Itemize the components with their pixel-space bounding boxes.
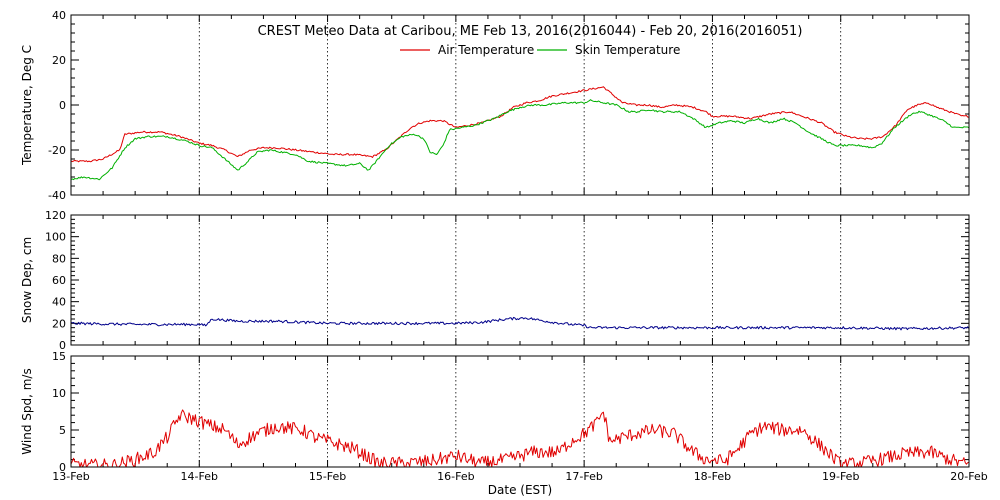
x-tick-label: 14-Feb <box>181 470 218 483</box>
y-axis-label-snow: Snow Dep, cm <box>20 237 34 323</box>
x-tick-label: 17-Feb <box>565 470 602 483</box>
y-tick-label: 60 <box>52 274 66 287</box>
legend-label-1: Skin Temperature <box>575 43 680 57</box>
x-tick-label: 13-Feb <box>52 470 89 483</box>
plot-frame-wind <box>70 355 970 468</box>
y-tick-label: -40 <box>48 189 66 202</box>
legend-label-0: Air Temperature <box>438 43 534 57</box>
x-axis-label: Date (EST) <box>488 483 552 497</box>
panel-temperature: -40 -20 0 20 40 Temperature, Deg C Air Tempera… <box>20 9 970 202</box>
x-tick-label: 18-Feb <box>694 470 731 483</box>
panels: -40 -20 0 20 40 Temperature, Deg C Air Tempera… <box>20 9 988 483</box>
y-axis-label-wind: Wind Spd, m/s <box>20 368 34 454</box>
plot-frame-snow <box>70 214 970 346</box>
y-tick-label: 0 <box>59 461 66 474</box>
y-tick-label: 100 <box>45 231 66 244</box>
y-tick-label: 40 <box>52 296 66 309</box>
y-tick-label: 0 <box>59 99 66 112</box>
series-line-wind-0 <box>71 409 969 467</box>
y-tick-label: 15 <box>52 350 66 363</box>
chart-title: CREST Meteo Data at Caribou, ME Feb 13, … <box>258 24 803 39</box>
x-tick-label: 19-Feb <box>822 470 859 483</box>
y-tick-label: 5 <box>59 424 66 437</box>
series-line-snow-0 <box>71 316 969 331</box>
series-line-temperature-0 <box>71 86 969 163</box>
x-tick-label: 16-Feb <box>437 470 474 483</box>
y-tick-label: 40 <box>52 9 66 22</box>
panel-wind: 0 5 10 15 Wind Spd, m/s 13-Feb 14-Feb 15-Feb 16-… <box>20 350 988 483</box>
y-tick-label: 0 <box>59 339 66 352</box>
x-tick-label: 15-Feb <box>309 470 346 483</box>
series-line-temperature-1 <box>71 99 969 181</box>
x-tick-label: 20-Feb <box>950 470 987 483</box>
plot-frame-temperature <box>70 14 970 196</box>
panel-snow: 0 20 40 60 80 100 120 Snow Dep, cm <box>20 209 970 352</box>
y-tick-label: 120 <box>45 209 66 222</box>
y-tick-label: 20 <box>52 54 66 67</box>
y-tick-label: 20 <box>52 317 66 330</box>
legend: Air Temperature Skin Temperature <box>400 43 680 57</box>
y-tick-label: -20 <box>48 144 66 157</box>
y-tick-label: 10 <box>52 387 66 400</box>
y-tick-label: 80 <box>52 252 66 265</box>
y-axis-label-temperature: Temperature, Deg C <box>20 45 34 166</box>
